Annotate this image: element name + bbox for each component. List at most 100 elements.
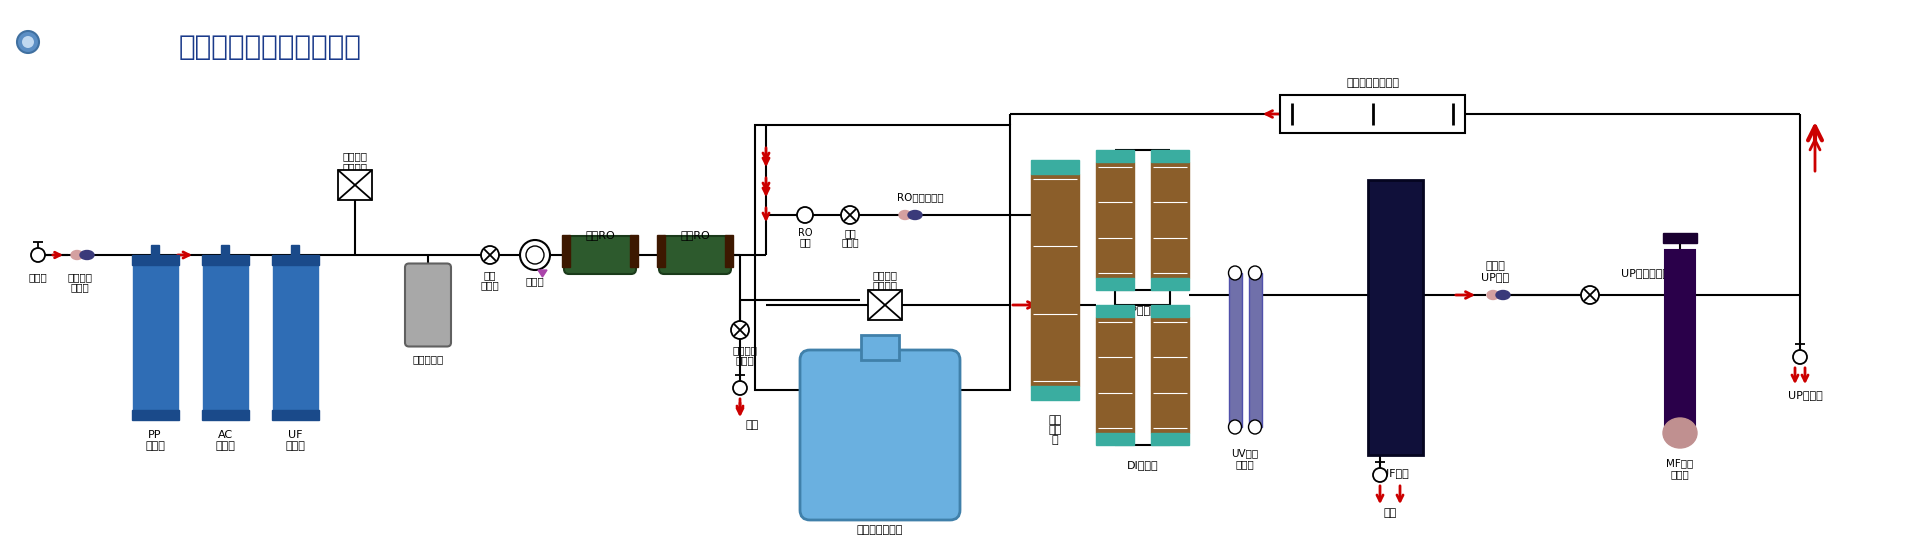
Bar [1152, 150, 1190, 162]
FancyBboxPatch shape [405, 263, 451, 347]
Bar [271, 410, 319, 420]
Polygon shape [539, 270, 546, 277]
Ellipse shape [1249, 420, 1261, 434]
Bar [201, 255, 248, 265]
Circle shape [840, 206, 860, 224]
Text: 增压泵: 增压泵 [525, 276, 544, 286]
Text: 微电子低: 微电子低 [342, 162, 367, 172]
Circle shape [525, 246, 544, 264]
Text: DI纯化柱: DI纯化柱 [1127, 460, 1157, 470]
Text: 精密过滤器: 精密过滤器 [413, 354, 443, 364]
Bar [1096, 305, 1135, 317]
Text: MF终端: MF终端 [1666, 458, 1694, 468]
Circle shape [1581, 286, 1599, 304]
Bar [132, 265, 178, 410]
Ellipse shape [1228, 266, 1242, 280]
Bar [754, 125, 1010, 390]
Bar [132, 410, 178, 420]
Bar [1664, 233, 1696, 243]
Bar [1152, 162, 1190, 278]
Text: 传感器: 传感器 [71, 282, 90, 292]
Text: 深度: 深度 [1049, 415, 1062, 425]
Text: 过滤器: 过滤器 [145, 441, 164, 451]
Circle shape [23, 36, 34, 48]
Bar [1096, 317, 1135, 433]
Text: UP取水电磁阀: UP取水电磁阀 [1622, 268, 1669, 278]
Bar [1368, 180, 1423, 455]
Bar [1152, 278, 1190, 290]
Text: 微电子高: 微电子高 [873, 280, 898, 290]
Text: PP: PP [149, 430, 162, 440]
Bar [1249, 273, 1261, 427]
Text: M: M [531, 250, 539, 259]
Bar [1280, 95, 1465, 133]
Text: 取水: 取水 [844, 228, 856, 238]
Bar [1096, 150, 1135, 162]
Bar [151, 245, 159, 255]
Circle shape [1793, 350, 1807, 364]
Bar [290, 245, 300, 255]
Text: 一级RO: 一级RO [584, 230, 615, 240]
Text: 器: 器 [1052, 435, 1058, 445]
Text: 过滤器: 过滤器 [216, 441, 235, 451]
Text: UF: UF [288, 430, 302, 440]
Text: 过滤器: 过滤器 [285, 441, 306, 451]
Text: UV灭菌: UV灭菌 [1232, 448, 1259, 458]
FancyBboxPatch shape [800, 350, 961, 520]
Bar [273, 265, 317, 410]
Circle shape [796, 207, 814, 223]
Text: 自动冲洗: 自动冲洗 [733, 345, 758, 355]
Bar [201, 410, 248, 420]
Text: UP核级纯化: UP核级纯化 [1121, 305, 1163, 315]
Ellipse shape [71, 250, 82, 259]
Bar [1152, 317, 1190, 433]
Text: RO水质传感器: RO水质传感器 [896, 192, 944, 202]
Text: 自动循环控制系统: 自动循环控制系统 [1347, 78, 1398, 88]
Circle shape [481, 246, 499, 264]
FancyBboxPatch shape [563, 236, 636, 274]
Text: 压控制器: 压控制器 [342, 151, 367, 161]
Circle shape [520, 240, 550, 270]
Text: UF超滤: UF超滤 [1381, 468, 1410, 478]
Text: 除盐: 除盐 [1049, 425, 1062, 435]
Ellipse shape [1496, 291, 1511, 300]
FancyBboxPatch shape [659, 236, 732, 274]
Text: 自来水: 自来水 [29, 272, 48, 282]
Bar [222, 245, 229, 255]
Circle shape [31, 248, 46, 262]
Text: UP水质: UP水质 [1480, 272, 1509, 282]
Ellipse shape [907, 211, 923, 220]
Bar [562, 235, 569, 267]
Bar [132, 255, 178, 265]
Bar [1031, 386, 1079, 400]
Text: 二级RO: 二级RO [680, 230, 711, 240]
Text: 消解仪: 消解仪 [1236, 459, 1255, 469]
Bar [1096, 162, 1135, 278]
Text: 进水: 进水 [483, 270, 497, 280]
Text: 废水: 废水 [1383, 508, 1396, 518]
Bar [1031, 160, 1079, 174]
Ellipse shape [1228, 420, 1242, 434]
Ellipse shape [1488, 291, 1499, 300]
Circle shape [17, 31, 38, 53]
Ellipse shape [80, 250, 94, 259]
Text: 压控制器: 压控制器 [873, 270, 898, 280]
Text: 真空压力储水桶: 真空压力储水桶 [858, 525, 903, 535]
Bar [1096, 278, 1135, 290]
Circle shape [1373, 468, 1387, 482]
Bar [1031, 174, 1079, 386]
Text: 取水: 取水 [798, 237, 812, 247]
Text: 电磁阀: 电磁阀 [735, 355, 754, 365]
Text: 传感器: 传感器 [1486, 261, 1505, 271]
Bar [1666, 250, 1694, 430]
Bar [861, 335, 900, 360]
Circle shape [732, 321, 749, 339]
Bar [1152, 433, 1190, 445]
Text: 电磁阀: 电磁阀 [481, 280, 499, 290]
Text: AC: AC [218, 430, 233, 440]
Bar [1152, 305, 1190, 317]
Text: 艾柯超纯水机组成示意图: 艾柯超纯水机组成示意图 [178, 33, 361, 61]
Bar [867, 290, 902, 320]
Bar [657, 235, 665, 267]
Bar [630, 235, 638, 267]
